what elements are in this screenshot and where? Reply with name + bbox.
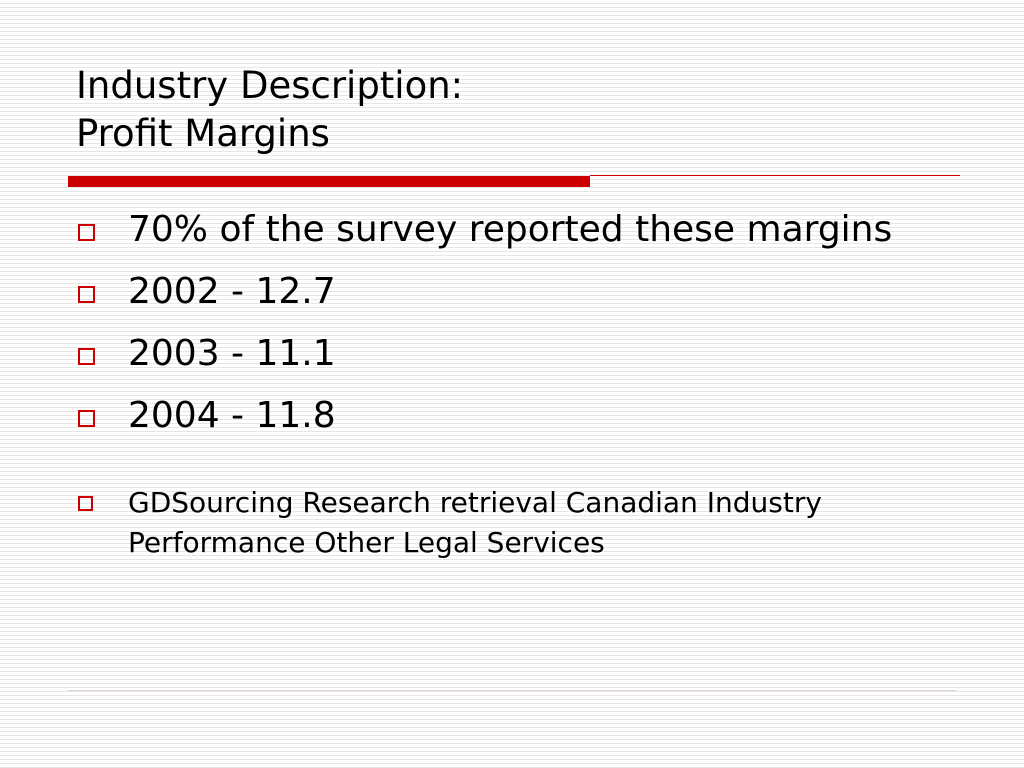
bullet-text: 2003 - 11.1 [128,333,336,374]
bullet-text: 2002 - 12.7 [128,271,336,312]
bullet-item: 2002 - 12.7 [76,267,956,317]
footer-divider [68,690,956,691]
title-line-2: Profit Margins [76,112,330,155]
title-divider-thin [590,175,960,176]
bullet-item: 70% of the survey reported these margins [76,205,956,255]
slide-title: Industry Description: Profit Margins [76,62,463,158]
hollow-square-bullet-icon [78,348,95,365]
bullet-list: 70% of the survey reported these margins… [76,205,956,575]
bullet-item: 2003 - 11.1 [76,329,956,379]
hollow-square-bullet-icon [78,410,95,427]
title-line-1: Industry Description: [76,64,464,107]
hollow-square-bullet-icon [78,286,95,303]
source-bullet-item: GDSourcing Research retrieval Canadian I… [76,483,956,563]
bullet-text: 2004 - 11.8 [128,395,336,436]
source-text: GDSourcing Research retrieval Canadian I… [128,486,822,559]
hollow-square-bullet-icon [78,496,93,511]
bullet-text: 70% of the survey reported these margins [128,209,893,250]
title-divider-thick [68,176,590,187]
hollow-square-bullet-icon [78,224,95,241]
bullet-item: 2004 - 11.8 [76,391,956,441]
